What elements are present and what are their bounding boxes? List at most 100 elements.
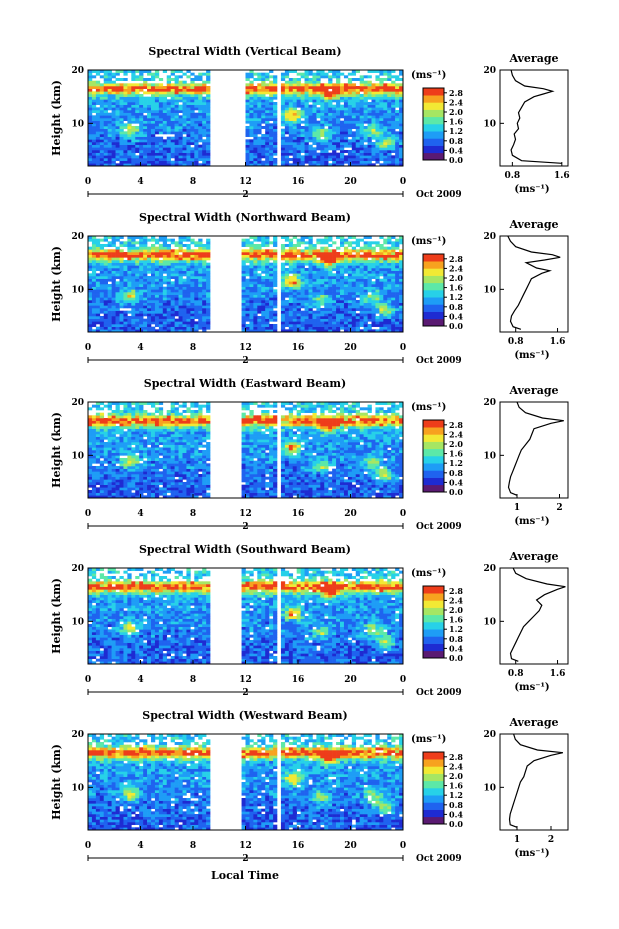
heatmap-cell (347, 270, 353, 274)
heatmap-cell (162, 70, 168, 73)
heatmap-cell (135, 284, 140, 287)
heatmap-cell (135, 268, 140, 271)
heatmap-cell (383, 88, 388, 92)
heatmap-cell (308, 110, 313, 113)
heatmap-cell (304, 313, 309, 317)
heatmap-cell (158, 294, 164, 298)
heatmap-cell (127, 294, 132, 298)
heatmap-cell (367, 155, 372, 159)
heatmap-cell (288, 144, 294, 148)
heatmap-cell (158, 244, 164, 247)
heatmap-cell (123, 104, 128, 108)
heatmap-cell (391, 86, 396, 89)
heatmap-cell (288, 318, 294, 322)
heatmap-cell (395, 136, 400, 140)
heatmap-cell (343, 142, 349, 145)
heatmap-cell (190, 284, 195, 287)
heatmap-cell (332, 75, 337, 79)
heatmap-cell (91, 163, 97, 167)
heatmap-cell (253, 302, 258, 306)
heatmap-cell (166, 302, 171, 306)
heatmap-cell (328, 99, 333, 103)
heatmap-cell (151, 128, 156, 132)
heatmap-cell (340, 163, 345, 167)
heatmap-cell (107, 276, 112, 279)
heatmap-cell (123, 102, 128, 105)
heatmap-cell (379, 123, 384, 127)
heatmap-cell (198, 244, 203, 247)
heatmap-cell (320, 302, 325, 306)
heatmap-cell (292, 86, 297, 89)
heatmap-cell (99, 415, 105, 419)
heatmap-cell (139, 96, 144, 100)
heatmap-cell (320, 107, 325, 111)
heatmap-cell (202, 246, 207, 250)
heatmap-cell (351, 273, 357, 277)
heatmap-cell (273, 329, 278, 333)
heatmap-cell (371, 292, 376, 295)
heatmap-cell (312, 257, 317, 261)
heatmap-cell (391, 321, 396, 325)
day-label: 2 (242, 356, 248, 366)
heatmap-cell (190, 262, 195, 266)
heatmap-cell (383, 273, 388, 277)
heatmap-cell (99, 302, 105, 306)
heatmap-cell (316, 134, 321, 137)
heatmap-cell (336, 305, 341, 309)
heatmap-cell (340, 131, 345, 135)
heatmap-cell (151, 286, 156, 290)
heatmap-cell (308, 249, 313, 253)
heatmap-cell (304, 260, 309, 263)
heatmap-cell (292, 326, 297, 330)
heatmap-cell (332, 241, 337, 245)
heatmap-cell (280, 273, 286, 277)
heatmap-cell (95, 83, 101, 87)
heatmap-cell (91, 158, 97, 161)
heatmap-cell (316, 120, 321, 124)
heatmap-cell (182, 257, 187, 261)
heatmap-cell (347, 300, 353, 303)
heatmap-cell (363, 302, 368, 306)
heatmap-cell (261, 142, 266, 145)
heatmap-cell (379, 88, 384, 92)
heatmap-cell (332, 326, 337, 330)
heatmap-cell (170, 310, 175, 314)
heatmap-cell (308, 305, 313, 309)
heatmap-cell (182, 131, 187, 135)
heatmap-cell (174, 260, 179, 263)
heatmap-cell (119, 118, 124, 121)
heatmap-cell (320, 308, 325, 311)
heatmap-cell (147, 326, 152, 330)
heatmap-cell (91, 83, 97, 87)
heatmap-cell (351, 302, 357, 306)
heatmap-cell (103, 257, 108, 261)
heatmap-cell (249, 120, 254, 124)
heatmap-cell (300, 310, 305, 314)
heatmap-cell (154, 160, 160, 164)
heatmap-cell (99, 262, 105, 266)
heatmap-cell (194, 289, 199, 293)
heatmap-cell (347, 131, 353, 135)
heatmap-cell (154, 94, 160, 97)
heatmap-cell (395, 268, 400, 271)
heatmap-cell (383, 115, 388, 119)
heatmap-cell (324, 310, 329, 314)
heatmap-cell (206, 142, 211, 145)
heatmap-cell (91, 144, 97, 148)
heatmap-cell (328, 144, 333, 148)
heatmap-cell (265, 321, 270, 325)
heatmap-cell (265, 297, 270, 301)
heatmap-cell (103, 134, 108, 137)
heatmap-cell (320, 96, 325, 100)
heatmap-cell (174, 254, 179, 258)
heatmap-cell (119, 70, 124, 73)
heatmap-cell (273, 118, 278, 121)
heatmap-cell (284, 262, 290, 266)
heatmap-cell (265, 142, 270, 145)
heatmap-cell (151, 281, 156, 285)
heatmap-cell (280, 78, 286, 81)
heatmap-cell (147, 144, 152, 148)
heatmap-cell (253, 292, 258, 295)
heatmap-cell (174, 163, 179, 167)
heatmap-cell (280, 294, 286, 298)
